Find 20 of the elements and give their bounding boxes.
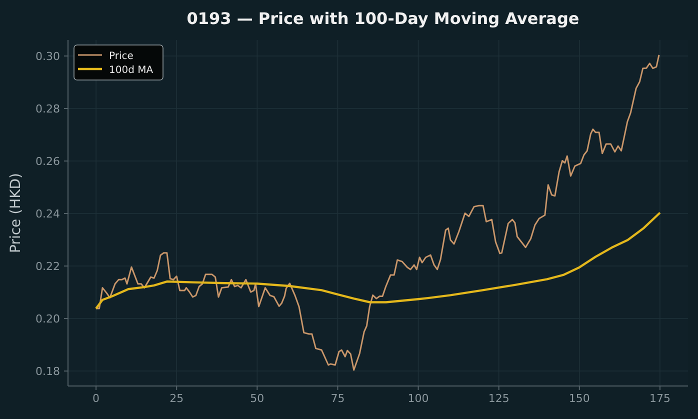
- y-tick-label: 0.22: [36, 260, 60, 274]
- x-tick-label: 75: [330, 392, 345, 405]
- chart-title: 0193 — Price with 100-Day Moving Average: [186, 9, 580, 28]
- line-series: [94, 212, 662, 310]
- legend-label: Price: [109, 51, 134, 62]
- x-tick-label: 25: [170, 392, 184, 405]
- x-tick-label: 50: [250, 392, 264, 405]
- y-tick-label: 0.30: [36, 50, 60, 64]
- x-tick-label: 150: [568, 392, 590, 405]
- x-tick-label: 0: [92, 392, 100, 405]
- x-tick-label: 125: [488, 392, 510, 405]
- legend-label: 100d MA: [109, 65, 154, 76]
- y-tick-label: 0.18: [36, 365, 60, 378]
- y-tick-label: 0.26: [36, 155, 60, 168]
- y-tick-label: 0.20: [36, 312, 60, 326]
- x-tick-label: 100: [408, 392, 429, 405]
- y-tick-label: 0.28: [36, 102, 60, 116]
- x-tick-label: 175: [649, 392, 670, 405]
- y-tick-label: 0.24: [36, 208, 60, 221]
- y-axis-title: Price (HKD): [8, 172, 24, 254]
